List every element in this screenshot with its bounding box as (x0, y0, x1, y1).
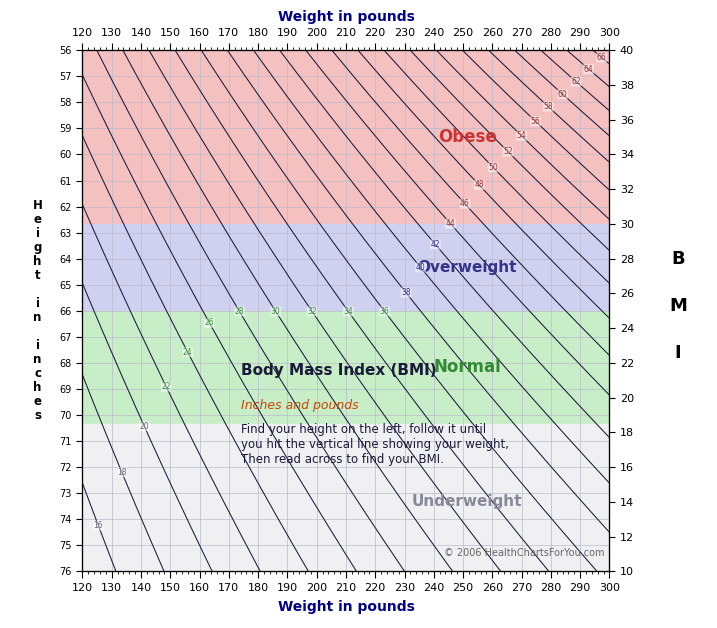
Text: Overweight: Overweight (417, 260, 517, 275)
Text: B: B (671, 250, 685, 268)
Text: M: M (669, 296, 687, 315)
Text: 62: 62 (571, 77, 581, 86)
Text: 60: 60 (558, 90, 567, 99)
Text: 28: 28 (234, 307, 244, 316)
Text: 40: 40 (416, 263, 425, 272)
Text: 52: 52 (503, 147, 513, 156)
Text: 34: 34 (343, 307, 353, 316)
Text: Underweight: Underweight (412, 494, 523, 509)
Bar (82, 424, 609, 589)
Text: 26: 26 (204, 318, 214, 327)
Text: 48: 48 (475, 180, 484, 190)
Text: Body Mass Index (BMI): Body Mass Index (BMI) (240, 363, 436, 378)
X-axis label: Weight in pounds: Weight in pounds (277, 600, 414, 614)
Text: I: I (675, 344, 681, 362)
Bar (82, 311, 609, 424)
Text: 36: 36 (380, 307, 389, 316)
Text: 54: 54 (517, 131, 526, 141)
Text: H
e
i
g
h
t

i
n

i
n
c
h
e
s: H e i g h t i n i n c h e s (33, 199, 42, 423)
Text: Find your height on the left, follow it until
you hit the vertical line showing : Find your height on the left, follow it … (240, 423, 508, 466)
Bar (82, 224, 609, 311)
Text: Normal: Normal (433, 359, 501, 376)
Text: 64: 64 (584, 65, 594, 73)
Text: 56: 56 (531, 117, 541, 126)
Text: 38: 38 (401, 288, 411, 297)
Text: Inches and pounds: Inches and pounds (240, 399, 358, 413)
Text: 22: 22 (161, 382, 171, 391)
Text: 30: 30 (271, 307, 280, 316)
Text: 18: 18 (117, 468, 127, 477)
Bar (82, 33, 609, 224)
Text: 20: 20 (140, 422, 149, 431)
Text: 42: 42 (431, 240, 440, 249)
Text: 50: 50 (488, 163, 498, 171)
Text: 58: 58 (543, 102, 553, 111)
Text: Obese: Obese (438, 128, 497, 146)
Text: 46: 46 (460, 199, 470, 208)
Text: 66: 66 (597, 53, 607, 62)
Text: 44: 44 (445, 219, 455, 228)
Text: 32: 32 (307, 307, 317, 316)
Text: 16: 16 (93, 521, 103, 530)
Text: © 2006 HealthChartsForYou.com: © 2006 HealthChartsForYou.com (444, 548, 604, 558)
Text: 24: 24 (183, 348, 192, 357)
X-axis label: Weight in pounds: Weight in pounds (277, 11, 414, 24)
